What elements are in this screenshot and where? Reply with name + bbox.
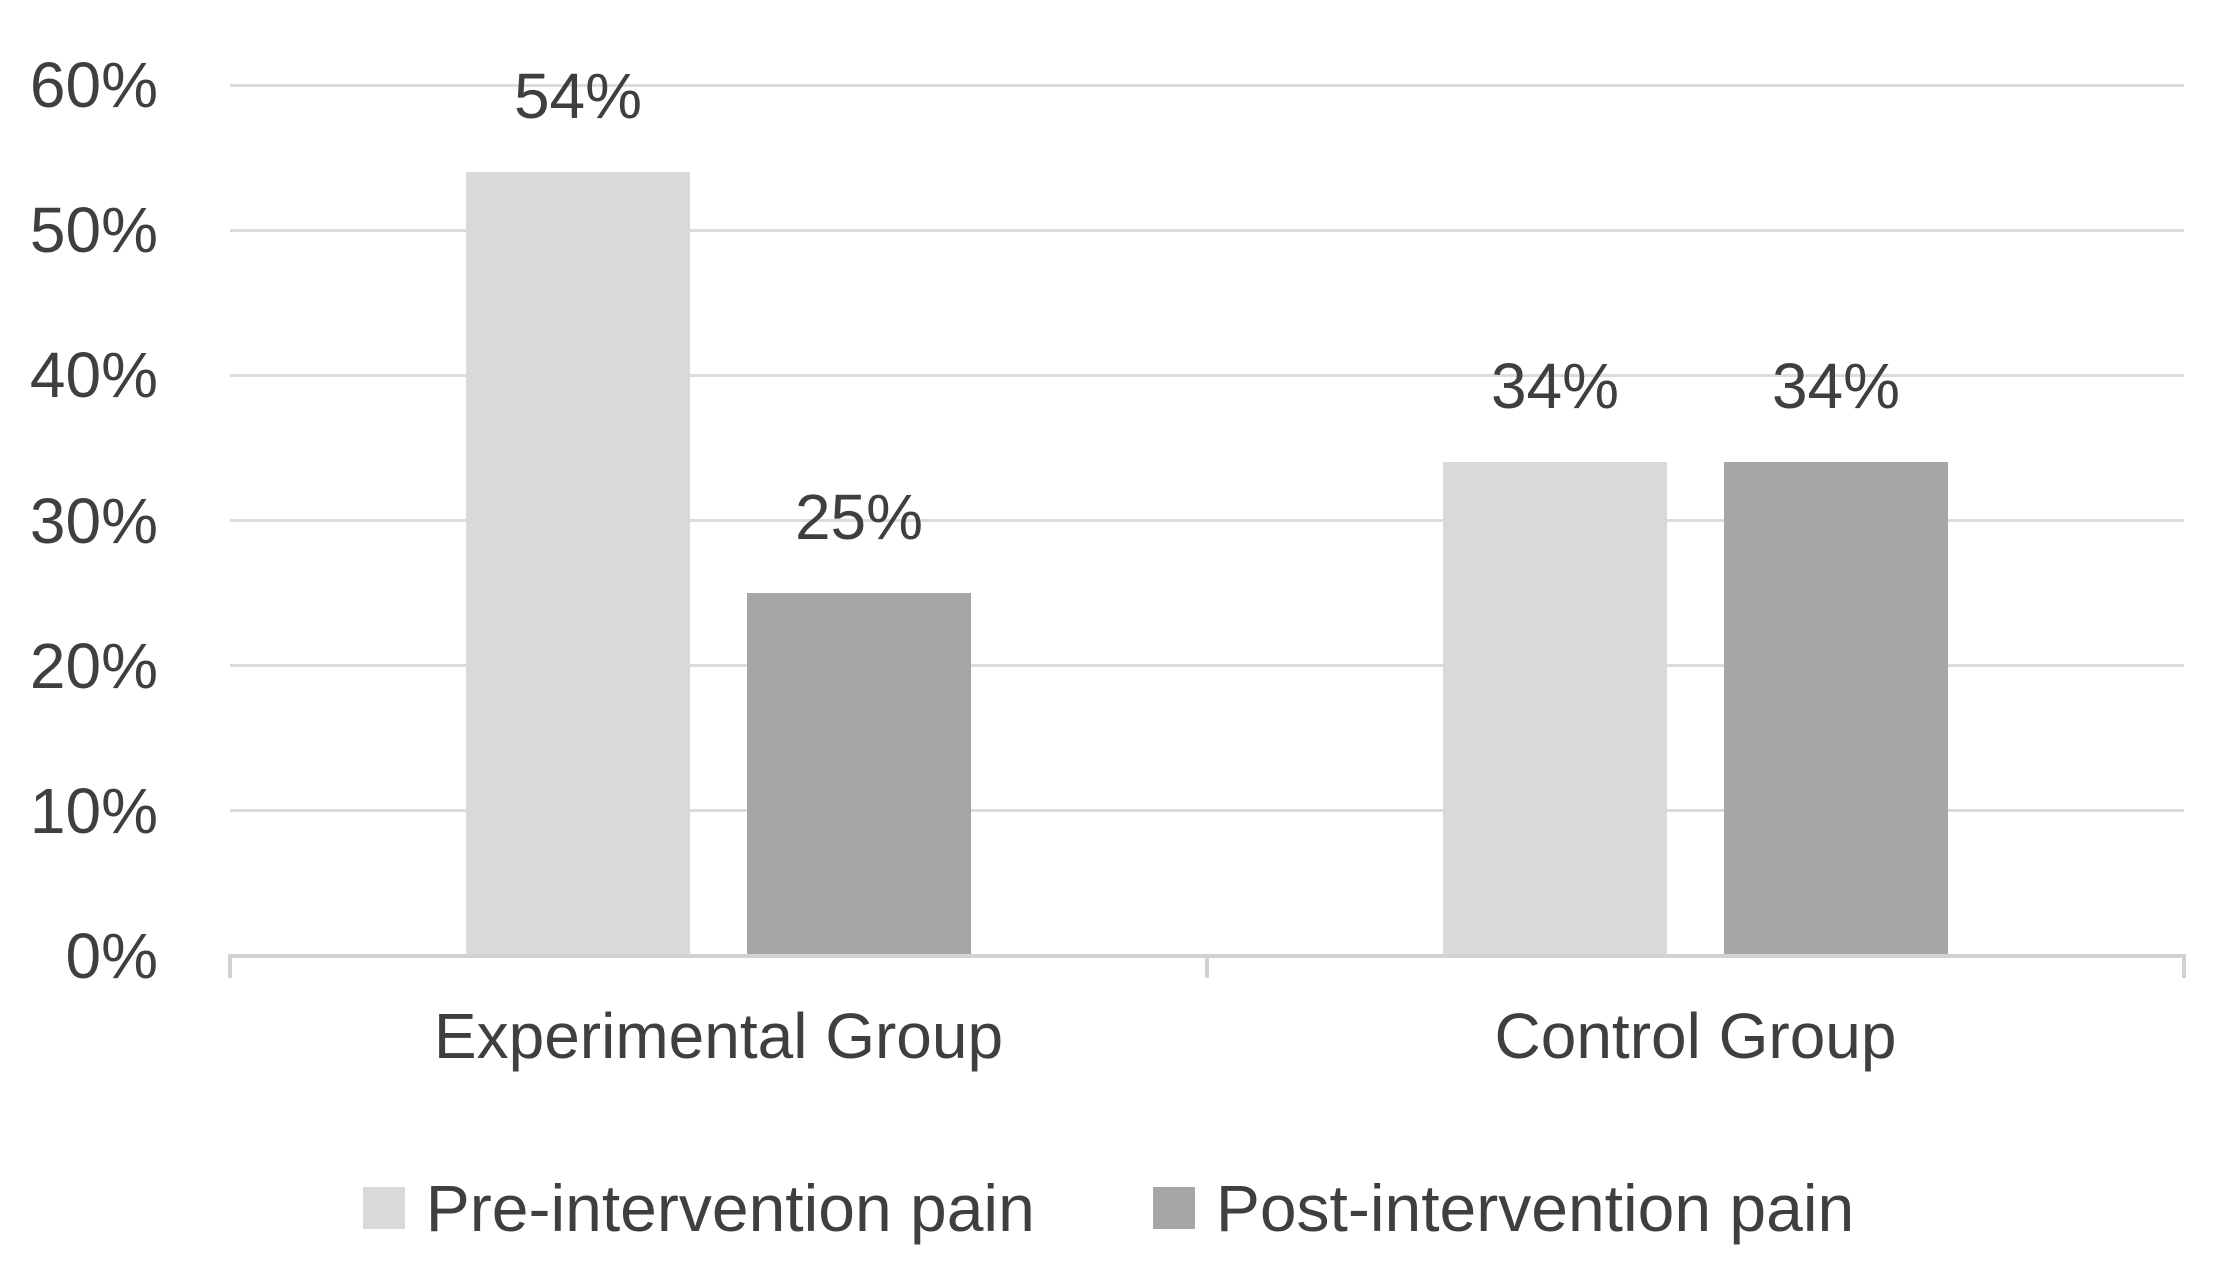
y-gridline-20 (230, 664, 2184, 668)
data-label-control-group-post-intervention-pain: 34% (1771, 350, 1901, 423)
x-axis-category-label-control-group: Control Group (1494, 1000, 1897, 1072)
y-axis-tick-label-0: 0% (65, 920, 159, 992)
bar-control-group-pre-intervention-pain (1443, 462, 1667, 956)
bar-experimental-group-post-intervention-pain (747, 593, 971, 956)
x-axis-tick-mark-2 (2182, 956, 2186, 978)
legend-entry-post-intervention-pain: Post-intervention pain (1152, 1170, 1855, 1246)
legend-label-pre-intervention-pain: Pre-intervention pain (425, 1171, 1035, 1245)
x-axis-category-label-experimental-group: Experimental Group (433, 1000, 1004, 1072)
data-label-control-group-pre-intervention-pain: 34% (1490, 350, 1620, 423)
bar-control-group-post-intervention-pain (1724, 462, 1948, 956)
y-axis-tick-label-60: 60% (29, 49, 158, 121)
y-axis-tick-label-20: 20% (29, 629, 158, 702)
x-axis-tick-mark-1 (1205, 956, 1209, 978)
chart-legend: Pre-intervention pain Post-intervention p… (0, 1163, 2217, 1253)
x-axis-tick-mark-0 (228, 956, 232, 978)
y-gridline-50 (230, 228, 2184, 232)
legend-label-post-intervention-pain: Post-intervention pain (1215, 1171, 1855, 1245)
y-gridline-10 (230, 809, 2184, 813)
y-axis-tick-label-10: 10% (29, 774, 158, 847)
y-axis-tick-label-50: 50% (29, 194, 158, 267)
legend-swatch-post-intervention-pain (1152, 1187, 1195, 1229)
legend-swatch-pre-intervention-pain (362, 1187, 405, 1229)
y-axis-tick-label-40: 40% (29, 339, 158, 412)
bar-experimental-group-pre-intervention-pain (466, 172, 690, 956)
data-label-experimental-group-post-intervention-pain: 25% (794, 481, 924, 554)
y-gridline-30 (230, 519, 2184, 522)
y-axis-tick-label-30: 30% (29, 484, 158, 557)
y-gridline-60 (230, 83, 2184, 87)
legend-entry-pre-intervention-pain: Pre-intervention pain (362, 1170, 1035, 1246)
data-label-experimental-group-pre-intervention-pain: 54% (513, 60, 643, 133)
y-gridline-40 (230, 373, 2184, 377)
